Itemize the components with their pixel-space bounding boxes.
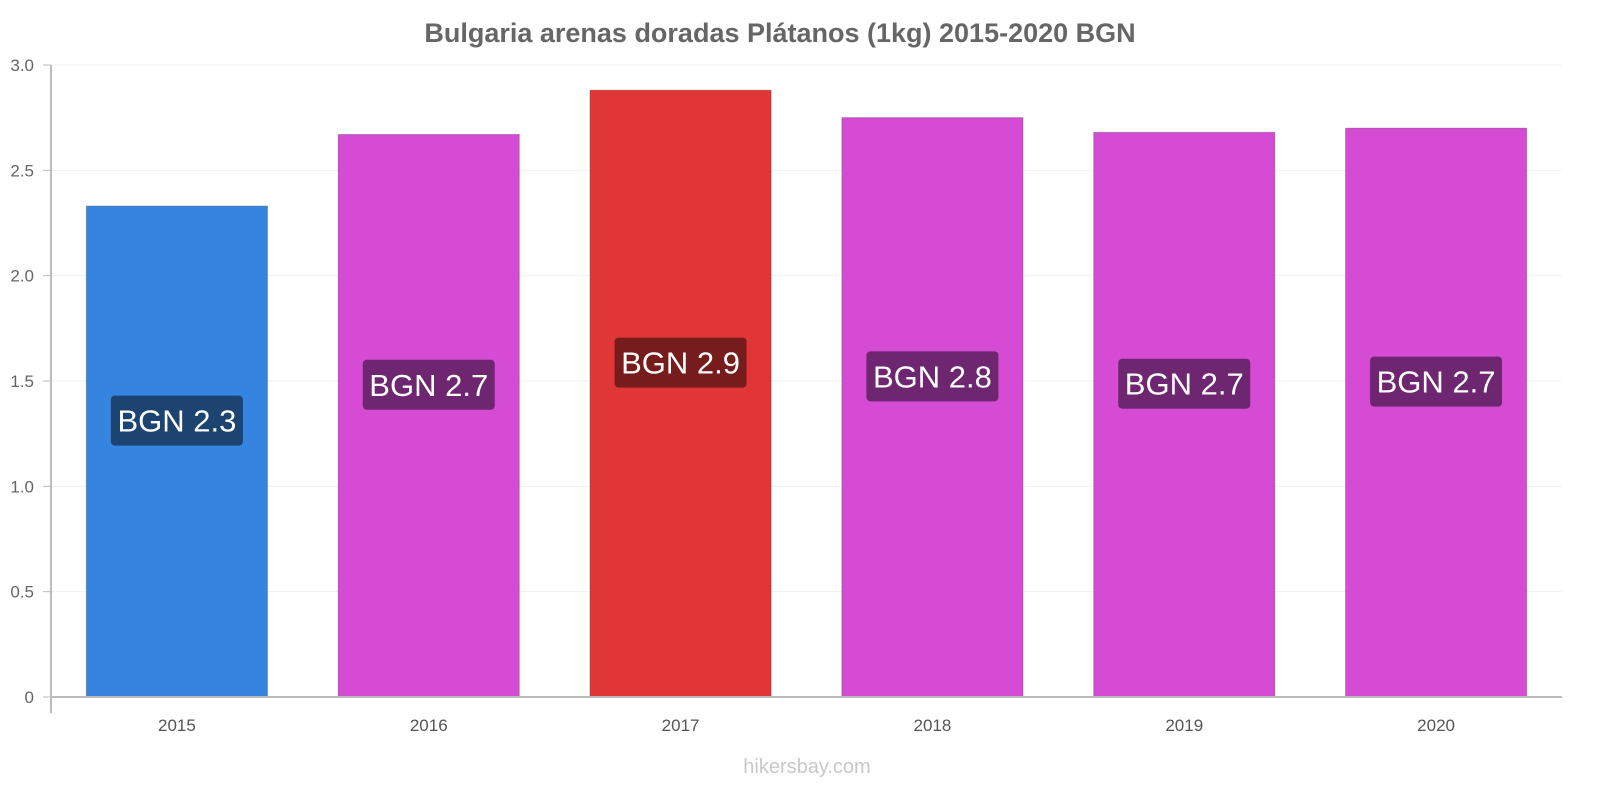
x-tick-label: 2016 bbox=[410, 716, 448, 735]
bar bbox=[85, 205, 268, 698]
data-label: BGN 2.8 bbox=[873, 359, 992, 394]
chart-title: Bulgaria arenas doradas Plátanos (1kg) 2… bbox=[424, 18, 1135, 48]
data-label-background bbox=[1370, 356, 1503, 407]
bar bbox=[841, 117, 1024, 698]
bar bbox=[337, 134, 520, 698]
x-tick-label: 2018 bbox=[914, 716, 952, 735]
y-tick-label: 1.5 bbox=[10, 372, 34, 391]
data-label: BGN 2.9 bbox=[621, 346, 740, 381]
bar bbox=[1345, 127, 1528, 698]
bar bbox=[1093, 131, 1276, 698]
data-label: BGN 2.3 bbox=[117, 404, 236, 439]
data-label-background bbox=[1118, 358, 1251, 409]
data-label-background bbox=[614, 337, 747, 388]
data-label-background bbox=[866, 351, 999, 402]
y-tick-label: 1.0 bbox=[10, 477, 34, 496]
data-label: BGN 2.7 bbox=[1125, 367, 1244, 402]
x-tick-label: 2020 bbox=[1417, 716, 1455, 735]
x-tick-label: 2015 bbox=[158, 716, 196, 735]
x-tick-label: 2017 bbox=[662, 716, 700, 735]
data-label-background bbox=[110, 395, 243, 446]
watermark: hikersbay.com bbox=[743, 756, 870, 778]
x-tick-label: 2019 bbox=[1165, 716, 1203, 735]
y-tick-label: 2.0 bbox=[10, 267, 34, 286]
y-tick-label: 3.0 bbox=[10, 56, 34, 75]
y-tick-label: 0 bbox=[25, 688, 34, 707]
y-tick-label: 0.5 bbox=[10, 583, 34, 602]
data-label: BGN 2.7 bbox=[1377, 365, 1496, 400]
data-label-background bbox=[362, 359, 495, 410]
data-label: BGN 2.7 bbox=[369, 368, 488, 403]
y-tick-label: 2.5 bbox=[10, 161, 34, 180]
bar bbox=[589, 89, 772, 698]
